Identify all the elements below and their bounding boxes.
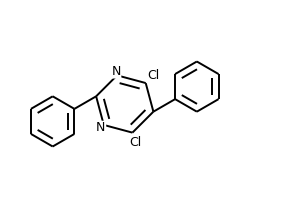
Text: Cl: Cl <box>129 136 141 149</box>
Text: N: N <box>96 121 106 134</box>
Text: Cl: Cl <box>147 69 159 82</box>
Text: N: N <box>111 65 121 78</box>
